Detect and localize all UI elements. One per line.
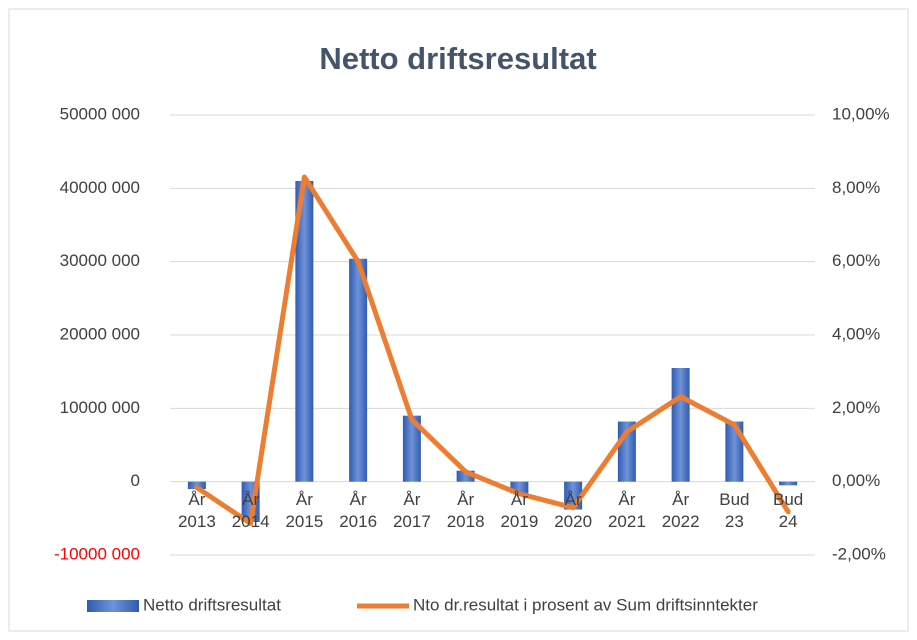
y-tick-label: 50000 000 bbox=[60, 104, 140, 123]
chart-title: Netto driftsresultat bbox=[319, 41, 596, 76]
y-tick-label: 20000 000 bbox=[60, 324, 140, 343]
x-tick-label: År 2018 bbox=[446, 490, 485, 531]
bar bbox=[510, 481, 529, 494]
x-tick-label: År 2014 bbox=[231, 490, 270, 531]
bar bbox=[456, 470, 475, 482]
legend-label: Nto dr.resultat i prosent av Sum driftsi… bbox=[413, 595, 758, 614]
y2-tick-label: 6,00% bbox=[832, 251, 880, 270]
y2-tick-label: 0,00% bbox=[832, 471, 880, 490]
bar bbox=[295, 181, 314, 482]
legend-label: Netto driftsresultat bbox=[143, 595, 281, 614]
x-tick-label: År 2019 bbox=[500, 490, 539, 531]
legend-swatch bbox=[87, 600, 139, 612]
y2-tick-label: 8,00% bbox=[832, 178, 880, 197]
bar bbox=[349, 258, 368, 482]
line bbox=[194, 174, 791, 526]
y2-tick-label: 4,00% bbox=[832, 324, 880, 343]
y-tick-label: 10000 000 bbox=[60, 398, 140, 417]
bar bbox=[779, 481, 798, 486]
x-tick-label: År 2013 bbox=[177, 490, 216, 531]
x-tick-label: Bud 23 bbox=[719, 490, 750, 531]
y-tick-label: 0 bbox=[131, 471, 140, 490]
y2-tick-label: -2,00% bbox=[832, 544, 886, 563]
y2-tick-label: 2,00% bbox=[832, 398, 880, 417]
x-tick-label: År 2017 bbox=[392, 490, 431, 531]
y-tick-label: 40000 000 bbox=[60, 178, 140, 197]
chart-border bbox=[8, 8, 909, 632]
x-tick-label: År 2022 bbox=[661, 490, 700, 531]
x-tick-label: År 2016 bbox=[339, 490, 378, 531]
bar bbox=[402, 415, 421, 482]
bar bbox=[671, 368, 690, 482]
x-tick-label: År 2015 bbox=[285, 490, 324, 531]
x-tick-label: År 2020 bbox=[554, 490, 593, 531]
y2-tick-label: 10,00% bbox=[832, 104, 890, 123]
x-tick-label: År 2021 bbox=[607, 490, 646, 531]
y-tick-label: -10000 000 bbox=[54, 544, 140, 563]
x-tick-label: Bud 24 bbox=[773, 490, 804, 531]
y-tick-label: 30000 000 bbox=[60, 251, 140, 270]
